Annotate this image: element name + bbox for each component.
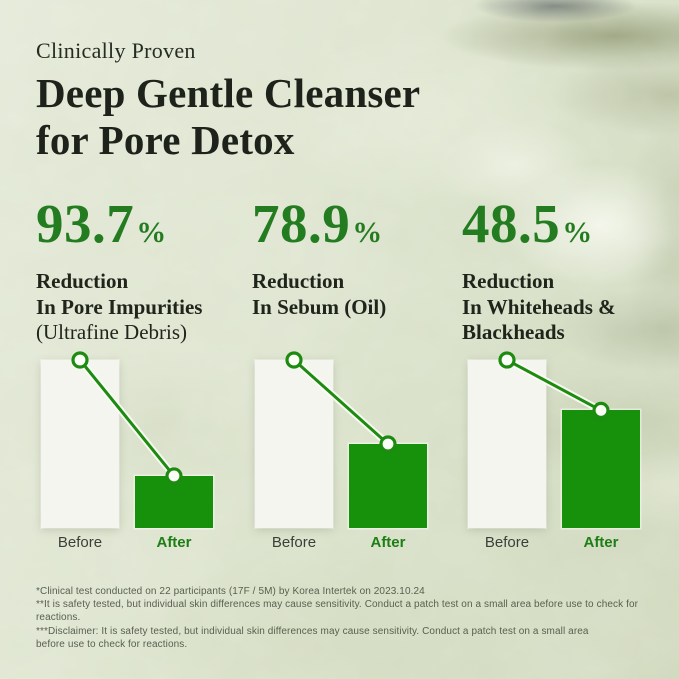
stat-description: Reduction In Pore Impurities (Ultrafine … <box>36 269 248 346</box>
stat-desc-line: Reduction <box>36 269 129 293</box>
stat-value-pore-impurities: 93.7% <box>36 196 248 261</box>
footnote-line: *Clinical test conducted on 22 participa… <box>36 586 425 597</box>
before-bar <box>468 360 546 528</box>
before-label: Before <box>484 534 530 551</box>
after-bar <box>562 410 640 528</box>
stat-number: 78.9 <box>252 193 351 254</box>
footnote-line: **It is safety tested, but individual sk… <box>36 599 639 624</box>
percent-sign: % <box>562 216 593 249</box>
before-label: Before <box>271 534 317 551</box>
bars-layer <box>255 344 427 528</box>
stat-pore-impurities: 93.7% Reduction In Pore Impurities (Ultr… <box>36 196 248 346</box>
chart-whiteheads-blackheads: Before After <box>468 344 640 574</box>
after-bar <box>349 444 427 528</box>
stat-whiteheads-blackheads: 48.5% Reduction In Whiteheads & Blackhea… <box>462 196 674 346</box>
after-label: After <box>156 534 192 551</box>
stat-value-sebum: 78.9% <box>252 196 464 261</box>
stat-desc-line: (Ultrafine Debris) <box>36 320 188 344</box>
after-label: After <box>583 534 619 551</box>
chart-pore-impurities: Before After <box>41 344 213 574</box>
after-bar <box>135 475 213 528</box>
eyebrow-clinically-proven: Clinically Proven <box>36 38 196 63</box>
stat-value-whiteheads: 48.5% <box>462 196 674 261</box>
bars-layer <box>41 344 213 528</box>
stat-desc-line: Reduction <box>462 269 555 293</box>
before-bar <box>255 360 333 528</box>
before-label: Before <box>57 534 103 551</box>
percent-sign: % <box>136 216 167 249</box>
stat-desc-line: In Pore Impurities <box>36 294 203 319</box>
page-title: Deep Gentle Cleanser for Pore Detox <box>36 70 420 164</box>
percent-sign: % <box>352 216 383 249</box>
stat-desc-line: Reduction <box>252 269 345 293</box>
stat-sebum: 78.9% Reduction In Sebum (Oil) <box>252 196 464 320</box>
stat-desc-line: In Whiteheads & <box>462 294 616 319</box>
stat-number: 93.7 <box>36 193 135 254</box>
bars-layer <box>468 344 640 528</box>
stat-desc-line: Blackheads <box>462 320 565 344</box>
footnotes: *Clinical test conducted on 22 participa… <box>36 585 652 651</box>
footnote-line: ***Disclaimer: It is safety tested, but … <box>36 625 589 637</box>
title-line-1: Deep Gentle Cleanser <box>36 70 421 116</box>
after-label: After <box>370 534 406 551</box>
title-line-2: for Pore Detox <box>36 117 295 163</box>
stat-description: Reduction In Whiteheads & Blackheads <box>462 269 674 346</box>
stat-desc-line: In Sebum (Oil) <box>252 294 387 319</box>
before-bar <box>41 360 119 528</box>
stat-description: Reduction In Sebum (Oil) <box>252 269 464 320</box>
stat-number: 48.5 <box>462 193 561 254</box>
chart-sebum: Before After <box>255 344 427 574</box>
footnote-line: before use to check for reactions. <box>36 638 188 650</box>
